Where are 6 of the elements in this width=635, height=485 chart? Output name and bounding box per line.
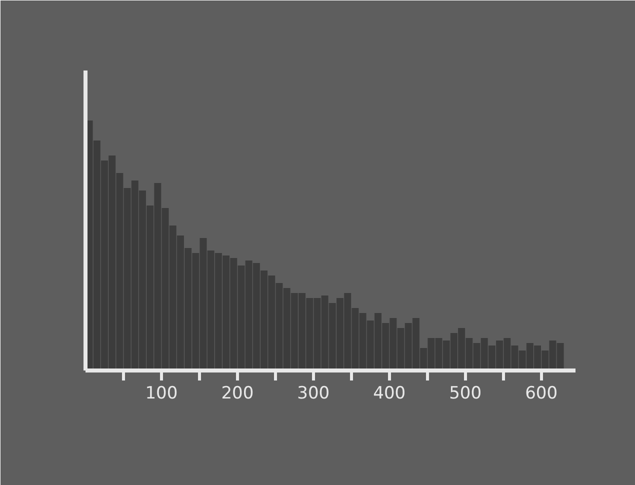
- x-tick-label: 500: [449, 384, 482, 404]
- x-tick-label: 200: [221, 384, 254, 404]
- x-tick-label: 100: [145, 384, 178, 404]
- x-tick-label: 300: [297, 384, 330, 404]
- x-tick-label: 400: [373, 384, 406, 404]
- x-tick-label: 600: [525, 384, 558, 404]
